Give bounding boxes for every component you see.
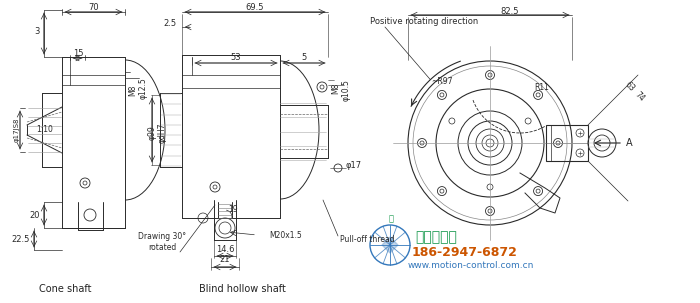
- Text: 14.6: 14.6: [216, 245, 234, 254]
- Text: 70: 70: [88, 4, 99, 12]
- Text: 3: 3: [34, 28, 40, 36]
- Text: 53: 53: [231, 54, 241, 62]
- Text: M8: M8: [129, 84, 137, 96]
- Text: Positive rotating direction: Positive rotating direction: [370, 18, 478, 26]
- Text: 82.5: 82.5: [500, 6, 519, 15]
- Text: 2.5: 2.5: [164, 19, 177, 28]
- Text: 西安德伍拖: 西安德伍拖: [415, 230, 457, 244]
- Text: 1:10: 1:10: [36, 125, 53, 135]
- Text: 74: 74: [634, 90, 647, 104]
- Text: φ12.5: φ12.5: [139, 77, 148, 99]
- Text: R11: R11: [535, 84, 550, 92]
- Text: M8: M8: [332, 82, 340, 94]
- Text: Pull-off thread: Pull-off thread: [340, 235, 395, 245]
- Text: Blind hollow shaft: Blind hollow shaft: [199, 284, 286, 294]
- Text: M20x1.5: M20x1.5: [269, 231, 302, 239]
- Text: A: A: [626, 138, 633, 148]
- Text: 5: 5: [302, 54, 307, 62]
- Text: 69.5: 69.5: [246, 4, 265, 12]
- Text: 20: 20: [29, 211, 40, 219]
- Text: ~R97: ~R97: [431, 76, 453, 85]
- Text: φ99: φ99: [148, 126, 157, 140]
- Text: φdH7: φdH7: [158, 123, 167, 143]
- Text: www.motion-control.com.cn: www.motion-control.com.cn: [408, 261, 534, 269]
- Text: Drawing 30°
rotated: Drawing 30° rotated: [138, 232, 186, 252]
- Text: 22.5: 22.5: [12, 235, 30, 244]
- Polygon shape: [382, 237, 398, 253]
- Text: 63: 63: [624, 80, 636, 94]
- Text: φ17JS8: φ17JS8: [14, 118, 20, 142]
- Text: 15: 15: [73, 48, 83, 58]
- Text: 德: 德: [389, 215, 393, 224]
- Bar: [546, 125, 588, 161]
- Text: 21: 21: [220, 255, 230, 265]
- Text: φ10.5: φ10.5: [342, 79, 351, 101]
- Text: 186-2947-6872: 186-2947-6872: [412, 247, 518, 259]
- Text: 19: 19: [228, 205, 238, 215]
- Text: φ17: φ17: [346, 161, 362, 169]
- Text: Cone shaft: Cone shaft: [38, 284, 91, 294]
